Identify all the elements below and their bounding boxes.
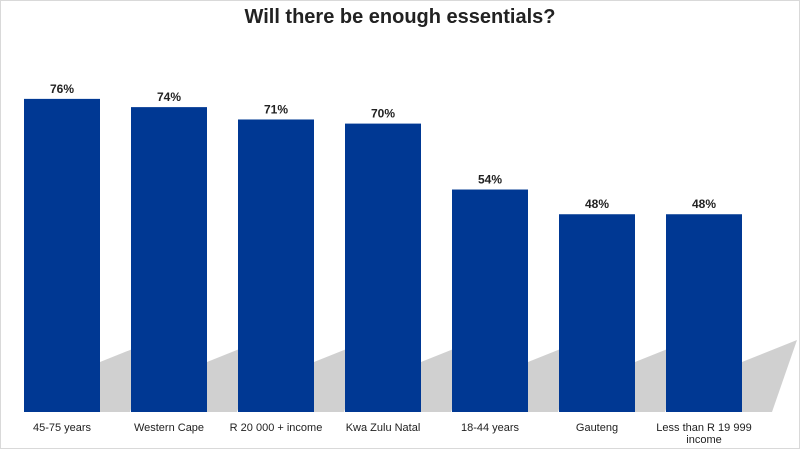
data-label: 76% <box>50 82 74 96</box>
data-label: 54% <box>478 173 502 187</box>
x-tick-label-line: income <box>686 434 721 446</box>
x-tick-label: 18-44 years <box>461 422 520 434</box>
data-label: 71% <box>264 102 288 116</box>
bars <box>24 98 742 413</box>
x-tick-label: Western Cape <box>134 422 204 434</box>
bar <box>131 107 207 413</box>
x-tick-label: R 20 000 + income <box>230 422 323 434</box>
bar <box>238 119 314 412</box>
chart-title: Will there be enough essentials? <box>244 6 556 28</box>
data-label: 70% <box>371 107 395 121</box>
data-label: 74% <box>157 90 181 104</box>
data-label: 48% <box>692 197 716 211</box>
bar <box>345 123 421 412</box>
bar <box>666 214 742 412</box>
bar <box>559 214 635 412</box>
bar <box>24 98 100 412</box>
x-tick-label: Less than R 19 999 income <box>656 422 751 446</box>
x-tick-label: Gauteng <box>576 422 618 434</box>
data-label: 48% <box>585 197 609 211</box>
bar <box>452 189 528 412</box>
x-tick-label: 45-75 years <box>33 422 92 434</box>
x-tick-label-line: Less than R 19 999 <box>656 422 751 434</box>
labels: 76% 45-75 years 74% Western Cape 71% R 20 000… <box>33 82 752 446</box>
x-tick-label: Kwa Zulu Natal <box>346 422 421 434</box>
bar-shadow <box>742 340 797 412</box>
